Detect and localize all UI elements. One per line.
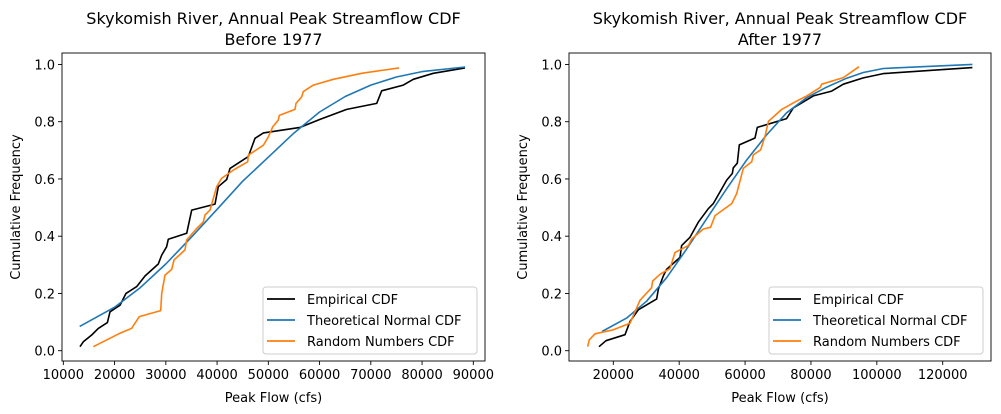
- legend-box: [768, 286, 984, 355]
- y-tick-label: 1.0: [34, 58, 55, 73]
- chart-title: Skykomish River, Annual Peak Streamflow …: [593, 9, 967, 28]
- x-tick-label: 60000: [299, 368, 340, 383]
- legend-label: Random Numbers CDF: [307, 335, 455, 350]
- y-tick-label: 0.4: [34, 230, 55, 245]
- x-tick-label: 20000: [593, 368, 634, 383]
- legend: Empirical CDF Theoretical Normal CDF Rando…: [262, 286, 478, 355]
- x-tick-label: 80000: [401, 368, 442, 383]
- x-axis-label: Peak Flow (cfs): [731, 391, 828, 406]
- x-tick-label: 120000: [918, 368, 968, 383]
- legend-label: Empirical CDF: [307, 293, 398, 308]
- subplot-2: Skykomish River, Annual Peak Streamflow …: [516, 9, 992, 406]
- chart-subtitle: Before 1977: [224, 30, 322, 49]
- y-tick-label: 0.4: [541, 230, 562, 245]
- series-line-random-numbers-cdf: [586, 66, 860, 347]
- x-tick-label: 20000: [94, 368, 135, 383]
- chart-title: Skykomish River, Annual Peak Streamflow …: [86, 9, 460, 28]
- x-tick-label: 40000: [196, 368, 237, 383]
- x-tick-label: 70000: [350, 368, 391, 383]
- legend-label: Empirical CDF: [813, 293, 904, 308]
- x-tick-label: 50000: [248, 368, 289, 383]
- y-tick-label: 0.8: [34, 116, 55, 131]
- x-tick-label: 10000: [43, 368, 84, 383]
- chart-subtitle: After 1977: [738, 30, 822, 49]
- axes-frame: [61, 52, 486, 362]
- y-tick-label: 0.6: [34, 173, 55, 188]
- x-tick-label: 40000: [659, 368, 700, 383]
- y-tick-label: 0.0: [34, 345, 55, 360]
- y-tick-label: 0.0: [541, 345, 562, 360]
- y-axis-label: Cumulative Frequency: [9, 134, 24, 280]
- legend-label: Theoretical Normal CDF: [812, 314, 968, 329]
- series-line-random-numbers-cdf: [92, 67, 400, 348]
- x-tick-label: 60000: [724, 368, 765, 383]
- legend-label: Theoretical Normal CDF: [306, 314, 462, 329]
- y-tick-label: 0.8: [541, 116, 562, 131]
- x-tick-label: 30000: [145, 368, 186, 383]
- subplot-1: Skykomish River, Annual Peak Streamflow …: [9, 9, 494, 406]
- y-tick-label: 0.2: [541, 287, 562, 302]
- x-tick-label: 80000: [790, 368, 831, 383]
- y-tick-label: 0.6: [541, 173, 562, 188]
- y-tick-label: 1.0: [541, 58, 562, 73]
- x-tick-label: 90000: [453, 368, 494, 383]
- series-line-empirical-cdf: [598, 66, 973, 348]
- x-tick-label: 100000: [852, 368, 902, 383]
- series-line-theoretical-normal-cdf: [601, 63, 973, 333]
- axes-frame: [568, 52, 992, 362]
- y-tick-label: 0.2: [34, 287, 55, 302]
- series-line-empirical-cdf: [79, 67, 466, 348]
- series-line-theoretical-normal-cdf: [79, 66, 466, 328]
- legend-box: [262, 286, 478, 355]
- legend: Empirical CDF Theoretical Normal CDF Rando…: [768, 286, 984, 355]
- x-axis-label: Peak Flow (cfs): [225, 391, 322, 406]
- y-axis-label: Cumulative Frequency: [516, 134, 531, 280]
- legend-label: Random Numbers CDF: [813, 335, 961, 350]
